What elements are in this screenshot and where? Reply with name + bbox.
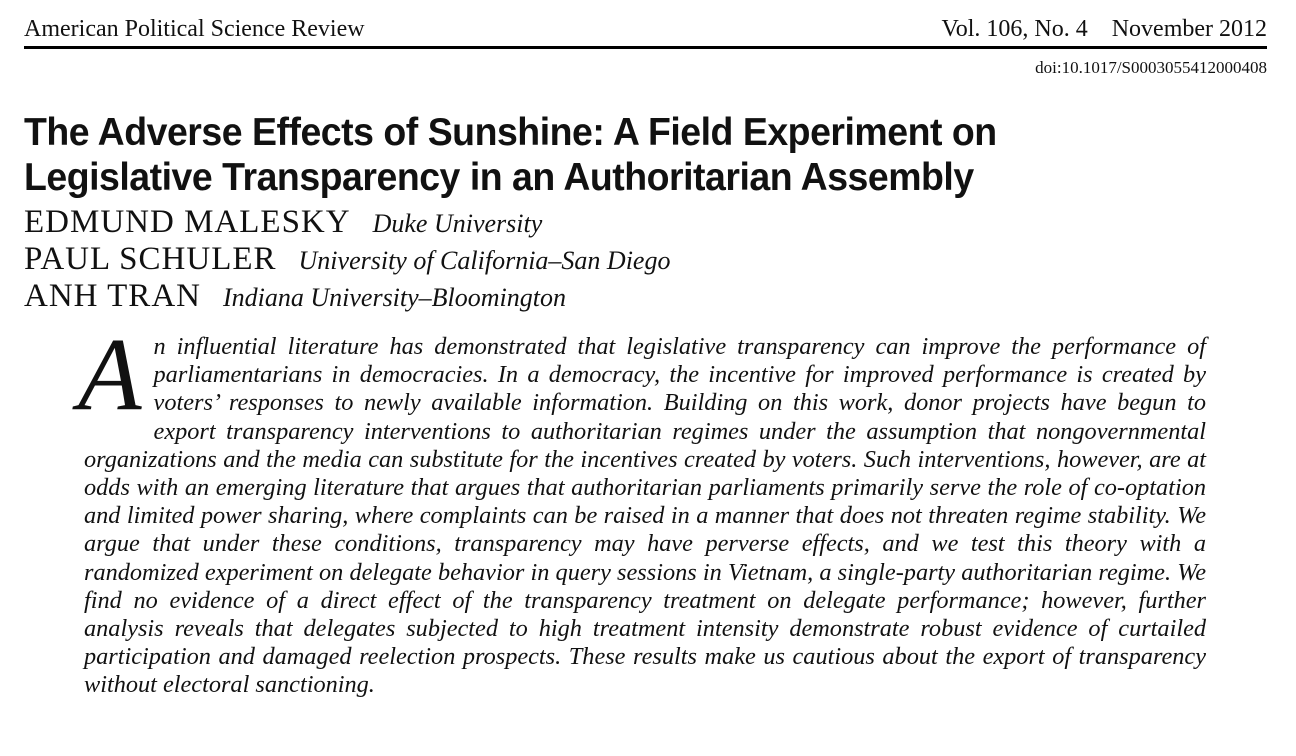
author-name: EDMUND MALESKY [24, 204, 351, 240]
abstract-text: n influential literature has demonstrate… [84, 333, 1206, 699]
author-affiliation: University of California–San Diego [298, 246, 671, 275]
article-title: The Adverse Effects of Sunshine: A Field… [24, 111, 997, 199]
author-affiliation: Duke University [372, 209, 543, 238]
author-entry: PAUL SCHULER University of California–San… [24, 241, 670, 278]
author-entry: ANH TRAN Indiana University–Bloomington [24, 278, 670, 315]
doi: doi:10.1017/S0003055412000408 [1035, 58, 1267, 77]
abstract-drop-cap: A [78, 317, 142, 432]
author-name: PAUL SCHULER [24, 241, 277, 277]
journal-name: American Political Science Review [24, 16, 365, 42]
author-list: EDMUND MALESKY Duke University PAUL SCHUL… [24, 204, 670, 315]
author-entry: EDMUND MALESKY Duke University [24, 204, 670, 241]
journal-header: American Political Science Review Vol. 1… [24, 12, 1267, 49]
issue-date: November 2012 [1111, 16, 1267, 42]
author-name: ANH TRAN [24, 278, 201, 314]
issue-info: Vol. 106, No. 4 November 2012 [941, 14, 1267, 44]
author-affiliation: Indiana University–Bloomington [222, 283, 566, 312]
volume-issue: Vol. 106, No. 4 [941, 16, 1088, 42]
